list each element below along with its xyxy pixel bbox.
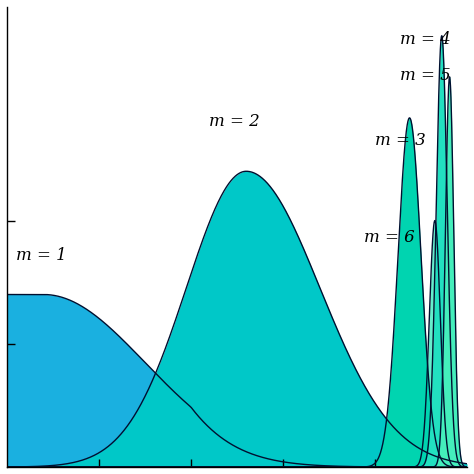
Text: m = 4: m = 4 xyxy=(401,31,451,48)
Text: m = 1: m = 1 xyxy=(16,247,67,264)
Text: m = 2: m = 2 xyxy=(210,113,260,130)
Text: m = 5: m = 5 xyxy=(401,67,451,84)
Text: m = 6: m = 6 xyxy=(364,228,414,246)
Text: m = 3: m = 3 xyxy=(375,132,426,149)
